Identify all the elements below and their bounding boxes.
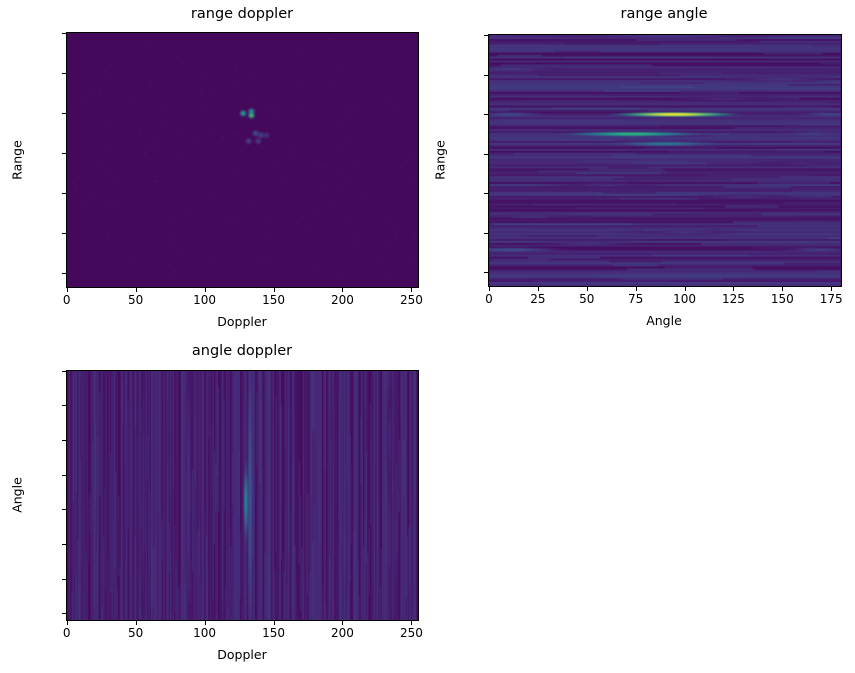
x-tick-mark	[684, 287, 686, 291]
x-tick-label: 50	[127, 293, 144, 307]
x-tick-label: 50	[127, 626, 144, 640]
y-tick-mark	[62, 193, 66, 194]
x-tick-mark	[488, 287, 490, 291]
y-tick-mark	[62, 153, 66, 154]
x-tick-mark	[831, 287, 833, 291]
x-tick-mark	[342, 621, 344, 625]
x-tick-label: 100	[673, 292, 696, 306]
y-tick-mark	[62, 273, 66, 274]
x-tick-mark	[411, 288, 413, 292]
x-tick-label: 175	[819, 292, 843, 306]
y-tick-mark	[62, 474, 66, 476]
x-axis-label: Doppler	[217, 314, 267, 329]
x-tick-mark	[273, 288, 275, 292]
x-axis-label: Angle	[646, 313, 682, 328]
x-tick-label: 50	[579, 292, 595, 306]
y-tick-mark	[62, 613, 66, 615]
x-tick-label: 100	[193, 626, 217, 640]
y-tick-mark	[484, 272, 488, 274]
y-tick-mark	[484, 193, 488, 195]
heatmap-image	[67, 371, 418, 620]
y-tick-mark	[484, 34, 488, 36]
y-tick-mark	[62, 578, 66, 580]
x-tick-mark	[273, 621, 275, 625]
x-tick-label: 0	[62, 626, 71, 640]
y-axis-label: Range	[9, 140, 25, 180]
y-tick-mark	[484, 114, 488, 116]
x-tick-label: 125	[721, 292, 745, 306]
x-tick-label: 250	[399, 293, 423, 307]
x-tick-mark	[204, 621, 206, 625]
x-tick-mark	[342, 288, 344, 292]
y-tick-mark	[62, 370, 66, 372]
x-tick-label: 25	[530, 292, 546, 306]
plot-title: angle doppler	[191, 343, 293, 359]
y-tick-mark	[62, 509, 66, 511]
x-tick-mark	[635, 287, 637, 291]
y-axis-label: Angle	[9, 477, 25, 513]
plot-title: range doppler	[190, 6, 294, 22]
heatmap-image	[489, 35, 841, 286]
x-tick-label: 150	[770, 292, 794, 306]
heatmap-image	[67, 33, 418, 287]
x-tick-mark	[537, 287, 539, 291]
x-tick-label: 200	[331, 626, 354, 640]
heatmap-axes	[488, 34, 842, 287]
heatmap-axes	[66, 370, 419, 621]
x-tick-label: 200	[331, 293, 354, 307]
x-axis-label: Doppler	[217, 647, 267, 662]
y-tick-mark	[62, 544, 66, 546]
y-tick-mark	[62, 113, 66, 114]
plot-title: range angle	[620, 6, 708, 22]
x-tick-mark	[135, 621, 137, 625]
y-tick-mark	[62, 73, 66, 74]
x-tick-label: 75	[628, 292, 644, 306]
x-tick-mark	[66, 621, 68, 625]
x-tick-label: 0	[62, 293, 71, 307]
x-tick-mark	[204, 288, 206, 292]
x-tick-mark	[66, 288, 68, 292]
y-tick-mark	[62, 405, 66, 407]
x-tick-label: 150	[262, 293, 285, 307]
x-tick-mark	[586, 287, 588, 291]
x-tick-mark	[135, 288, 137, 292]
y-tick-mark	[62, 233, 66, 234]
x-tick-label: 0	[485, 292, 493, 306]
y-axis-label: Range	[432, 140, 448, 180]
x-tick-mark	[411, 621, 413, 625]
y-tick-mark	[484, 74, 488, 76]
x-tick-label: 100	[193, 293, 217, 307]
heatmap-axes	[66, 32, 419, 288]
y-tick-mark	[484, 232, 488, 234]
x-tick-label: 250	[399, 626, 423, 640]
x-tick-mark	[733, 287, 735, 291]
y-tick-mark	[62, 440, 66, 442]
y-tick-mark	[62, 33, 66, 34]
x-tick-mark	[782, 287, 784, 291]
x-tick-label: 150	[262, 626, 285, 640]
y-tick-mark	[484, 153, 488, 155]
